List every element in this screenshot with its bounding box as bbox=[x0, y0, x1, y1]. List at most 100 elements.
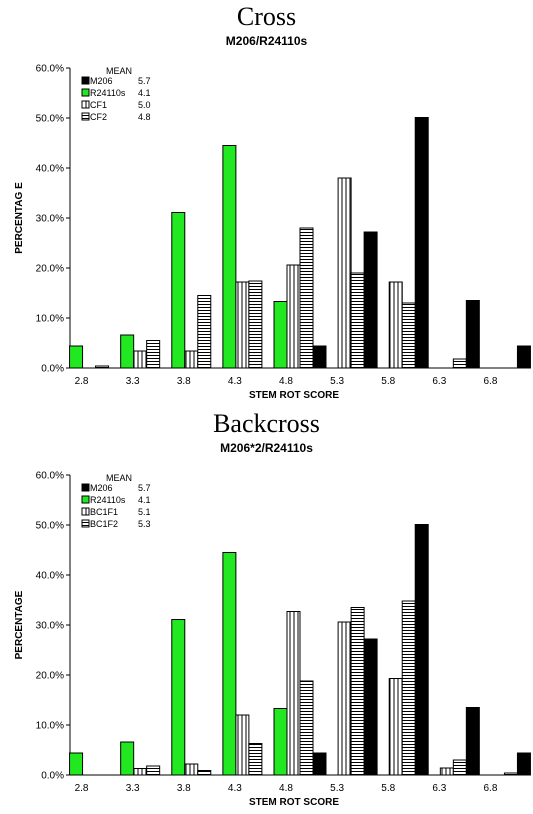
bar-cf2-5-3 bbox=[350, 272, 365, 369]
x-tick-label: 6.8 bbox=[483, 376, 497, 387]
x-axis-label: STEM ROT SCORE bbox=[249, 390, 339, 401]
legend-swatch-r24110s bbox=[81, 495, 90, 504]
legend-mean-bc1f1: 5.1 bbox=[138, 507, 151, 517]
legend-swatch-bc1f2 bbox=[81, 519, 90, 528]
legend-swatch-m206 bbox=[81, 483, 90, 492]
x-tick-label: 2.8 bbox=[75, 783, 89, 794]
bar-bc1f2-5-8 bbox=[401, 600, 416, 776]
bar-cf1-5-3 bbox=[337, 177, 352, 369]
legend-header: MEAN bbox=[106, 473, 132, 483]
section-title: Cross bbox=[236, 2, 297, 31]
bar-bc1f1-4-8 bbox=[286, 611, 301, 776]
x-tick-label: 5.8 bbox=[381, 376, 395, 387]
y-tick-label: 60.0% bbox=[36, 64, 64, 75]
bar-bc1f1-3-8 bbox=[184, 763, 199, 776]
y-tick-label: 60.0% bbox=[36, 471, 64, 482]
bar-r24110s-3-3 bbox=[120, 334, 135, 369]
x-tick-label: 6.3 bbox=[432, 376, 446, 387]
bar-bc1f2-4-3 bbox=[248, 743, 263, 776]
legend-label-bc1f2: BC1F2 bbox=[90, 519, 118, 529]
bar-m206-4-8 bbox=[312, 752, 327, 776]
bar-m206-5-3 bbox=[363, 638, 378, 776]
bar-m206-6-8 bbox=[516, 345, 531, 369]
bar-bc1f2-5-3 bbox=[350, 607, 365, 776]
x-tick-label: 6.3 bbox=[432, 783, 446, 794]
legend-mean-r24110s: 4.1 bbox=[138, 495, 151, 505]
bar-r24110s-2-8 bbox=[69, 345, 84, 369]
cross-plot: 0.0% 10.0% 20.0% 30.0% 40.0% 50.0% 60.0% 2.8 3.3… bbox=[14, 64, 531, 401]
bar-cf2-4-8 bbox=[299, 227, 314, 369]
legend-swatch-cf2 bbox=[81, 112, 90, 121]
legend-mean-cf2: 4.8 bbox=[138, 112, 151, 122]
y-axis-label: PERCENTAGE bbox=[14, 590, 25, 659]
bar-cf2-3-3 bbox=[146, 340, 161, 369]
bar-cf1-4-3 bbox=[235, 281, 250, 369]
y-tick-label: 20.0% bbox=[36, 671, 64, 682]
bar-bc1f2-4-8 bbox=[299, 680, 314, 776]
x-tick-label: 5.3 bbox=[330, 783, 344, 794]
y-axis-label: PERCENTAG E bbox=[14, 182, 25, 254]
chart-title: M206/R24110s bbox=[225, 34, 308, 48]
x-tick-label: 4.3 bbox=[228, 783, 242, 794]
y-tick-label: 40.0% bbox=[36, 571, 64, 582]
x-tick-label: 5.3 bbox=[330, 376, 344, 387]
x-tick-label: 4.8 bbox=[279, 783, 293, 794]
bar-cf2-6-3 bbox=[452, 358, 467, 369]
bar-r24110s-4-3 bbox=[222, 552, 237, 776]
bar-cf2-2-8 bbox=[95, 365, 110, 369]
x-tick-label: 6.8 bbox=[483, 783, 497, 794]
x-axis-label: STEM ROT SCORE bbox=[249, 797, 339, 808]
bar-r24110s-2-8 bbox=[69, 752, 84, 776]
legend-label-r24110s: R24110s bbox=[90, 88, 126, 98]
legend-swatch-bc1f1 bbox=[81, 507, 90, 516]
bar-cf2-3-8 bbox=[197, 295, 212, 369]
y-tick-label: 0.0% bbox=[41, 364, 64, 375]
legend-label-bc1f1: BC1F1 bbox=[90, 507, 118, 517]
bar-m206-6-8 bbox=[516, 752, 531, 776]
bar-cf1-3-8 bbox=[184, 350, 199, 369]
bar-bc1f1-5-8 bbox=[388, 678, 403, 776]
legend-label-m206: M206 bbox=[90, 483, 113, 493]
bar-cf1-5-8 bbox=[388, 281, 403, 369]
legend-label-m206: M206 bbox=[90, 76, 113, 86]
chart-title: M206*2/R24110s bbox=[220, 441, 313, 455]
legend-mean-m206: 5.7 bbox=[138, 483, 151, 493]
bar-cf2-5-8 bbox=[401, 302, 416, 369]
x-tick-label: 3.8 bbox=[177, 376, 191, 387]
y-tick-label: 50.0% bbox=[36, 114, 64, 125]
bar-bc1f1-5-3 bbox=[337, 621, 352, 776]
bar-cf2-4-3 bbox=[248, 280, 263, 369]
bar-bc1f2-3-8 bbox=[197, 770, 212, 776]
legend-swatch-cf1 bbox=[81, 100, 90, 109]
y-tick-label: 30.0% bbox=[36, 621, 64, 632]
legend-label-cf2: CF2 bbox=[90, 112, 107, 122]
bar-m206-6-3 bbox=[465, 300, 480, 369]
bar-bc1f2-6-3 bbox=[452, 759, 467, 776]
bar-r24110s-3-8 bbox=[171, 619, 186, 776]
bar-m206-5-8 bbox=[414, 117, 429, 369]
legend-header: MEAN bbox=[106, 66, 132, 76]
bar-r24110s-4-8 bbox=[273, 708, 288, 776]
bar-bc1f1-3-3 bbox=[133, 768, 148, 776]
x-tick-label: 2.8 bbox=[75, 376, 89, 387]
x-tick-label: 3.8 bbox=[177, 783, 191, 794]
y-tick-label: 10.0% bbox=[36, 721, 64, 732]
x-tick-label: 5.8 bbox=[381, 783, 395, 794]
bar-m206-5-8 bbox=[414, 524, 429, 776]
x-tick-label: 3.3 bbox=[126, 783, 140, 794]
bar-r24110s-3-3 bbox=[120, 741, 135, 776]
bar-r24110s-3-8 bbox=[171, 212, 186, 369]
legend-label-cf1: CF1 bbox=[90, 100, 107, 110]
legend-mean-bc1f2: 5.3 bbox=[138, 519, 151, 529]
y-tick-label: 30.0% bbox=[36, 214, 64, 225]
cross-chart-panel: Cross M206/R24110s 0.0% 10.0% 20.0% 30.0% 40… bbox=[14, 2, 531, 401]
bar-bc1f2-6-8 bbox=[503, 772, 518, 776]
x-tick-label: 4.8 bbox=[279, 376, 293, 387]
bar-bc1f2-3-3 bbox=[146, 765, 161, 776]
backcross-chart-panel: Backcross M206*2/R24110s 0.0% 10.0% 20.0% 3… bbox=[0, 407, 533, 814]
y-tick-label: 40.0% bbox=[36, 164, 64, 175]
bar-bc1f1-6-3 bbox=[439, 767, 454, 776]
y-tick-label: 10.0% bbox=[36, 314, 64, 325]
backcross-plot: 0.0% 10.0% 20.0% 30.0% 40.0% 50.0% 60.0% 2.8 3.3… bbox=[14, 471, 531, 808]
y-tick-label: 50.0% bbox=[36, 521, 64, 532]
